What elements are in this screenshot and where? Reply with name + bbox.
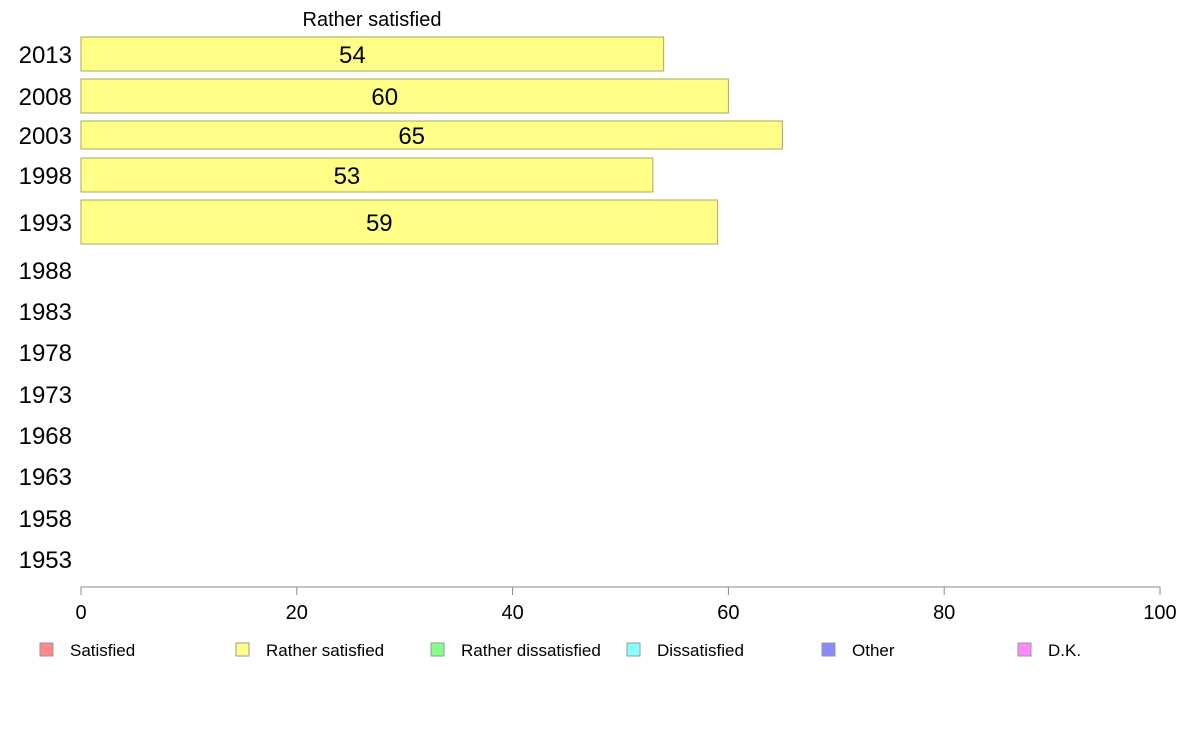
bar-data-label: 60 (371, 84, 398, 111)
y-tick-label: 1988 (19, 258, 72, 285)
y-tick-label: 1973 (19, 382, 72, 409)
y-tick-label: 1958 (19, 506, 72, 533)
legend-swatch (235, 642, 250, 657)
bar (80, 36, 665, 72)
bar-data-label: 54 (339, 42, 366, 69)
legend-swatch (430, 642, 445, 657)
x-tick-label: 60 (717, 602, 739, 624)
legend-label: Dissatisfied (657, 641, 744, 660)
x-tick-label: 100 (1143, 602, 1176, 624)
chart-title: Rather satisfied (303, 9, 442, 31)
x-axis: 0 20 40 60 80 100 (75, 586, 1177, 624)
x-tick-label: 0 (75, 602, 86, 624)
y-tick-label: 1993 (19, 210, 72, 237)
y-tick-label: 1968 (19, 423, 72, 450)
legend-label: Rather dissatisfied (461, 641, 601, 660)
y-tick-label: 1953 (19, 547, 72, 574)
bar-data-label: 53 (334, 163, 361, 190)
bar-data-label: 59 (366, 210, 393, 237)
x-tick-label: 20 (286, 602, 308, 624)
y-axis-ticks: 2013 2008 2003 1998 1993 1988 1983 1978 1973 1968… (19, 42, 72, 574)
y-tick-label: 1983 (19, 299, 72, 326)
legend-label: D.K. (1048, 641, 1081, 660)
bar (80, 157, 654, 193)
x-tick-label: 40 (501, 602, 523, 624)
y-tick-label: 2003 (19, 123, 72, 150)
legend-label: Satisfied (70, 641, 135, 660)
bar-data-label: 65 (398, 123, 425, 150)
bar (80, 199, 719, 245)
x-tick-label: 80 (933, 602, 955, 624)
bar (80, 120, 783, 150)
y-tick-label: 1963 (19, 464, 72, 491)
legend-swatch (821, 642, 836, 657)
y-tick-label: 2008 (19, 84, 72, 111)
y-tick-label: 2013 (19, 42, 72, 69)
legend-label: Other (852, 641, 895, 660)
legend-label: Rather satisfied (266, 641, 384, 660)
bar (80, 78, 729, 114)
legend-swatch (39, 642, 54, 657)
legend: Satisfied Rather satisfied Rather dissatis… (39, 641, 1081, 660)
y-tick-label: 1998 (19, 163, 72, 190)
legend-swatch (1017, 642, 1032, 657)
legend-swatch (626, 642, 641, 657)
y-tick-label: 1978 (19, 340, 72, 367)
